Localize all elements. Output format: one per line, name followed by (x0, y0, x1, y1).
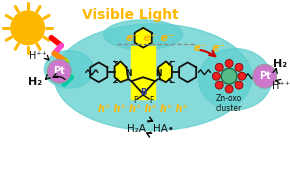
Circle shape (238, 72, 246, 80)
Text: F: F (149, 96, 153, 105)
Polygon shape (135, 28, 152, 48)
Text: H₂: H₂ (273, 59, 288, 69)
Polygon shape (115, 61, 128, 82)
Text: h⁺ h⁺ h⁺ h⁺ h⁺ h⁺: h⁺ h⁺ h⁺ h⁺ h⁺ h⁺ (98, 104, 188, 114)
Text: H₂: H₂ (28, 77, 43, 87)
Circle shape (215, 63, 223, 71)
Circle shape (47, 59, 71, 83)
FancyArrowPatch shape (53, 73, 65, 79)
Text: N: N (155, 69, 161, 78)
FancyArrowPatch shape (273, 68, 277, 74)
Circle shape (11, 11, 44, 45)
Text: HA•: HA• (153, 124, 173, 134)
Ellipse shape (44, 50, 94, 88)
Circle shape (235, 81, 243, 89)
Text: H₂A: H₂A (127, 124, 146, 134)
Ellipse shape (199, 49, 272, 110)
Text: N: N (125, 69, 132, 78)
Circle shape (235, 63, 243, 71)
FancyArrowPatch shape (200, 50, 215, 56)
FancyArrowPatch shape (147, 132, 152, 137)
Polygon shape (158, 61, 172, 82)
Text: e⁻ e⁻ e⁻: e⁻ e⁻ e⁻ (126, 33, 174, 43)
Circle shape (221, 68, 237, 84)
Text: Visible Light: Visible Light (82, 8, 179, 22)
FancyArrowPatch shape (276, 79, 281, 84)
Circle shape (215, 81, 223, 89)
FancyArrowPatch shape (46, 75, 50, 79)
Circle shape (225, 59, 233, 67)
Text: H⁺⁺: H⁺⁺ (271, 81, 289, 91)
FancyArrowPatch shape (44, 55, 49, 60)
Circle shape (253, 64, 277, 88)
Ellipse shape (104, 20, 183, 50)
Text: H⁺⁺: H⁺⁺ (29, 51, 46, 61)
Circle shape (212, 72, 220, 80)
Text: B: B (140, 88, 146, 97)
Bar (131, 46, 155, 99)
Text: Pt: Pt (259, 71, 271, 81)
Circle shape (225, 85, 233, 93)
Text: Pt: Pt (53, 66, 65, 76)
Text: Zn-oxo
cluster: Zn-oxo cluster (216, 94, 242, 113)
FancyArrowPatch shape (148, 117, 153, 122)
Text: F: F (133, 96, 137, 105)
Ellipse shape (54, 24, 252, 131)
Text: e⁻  e⁻: e⁻ e⁻ (194, 43, 224, 53)
